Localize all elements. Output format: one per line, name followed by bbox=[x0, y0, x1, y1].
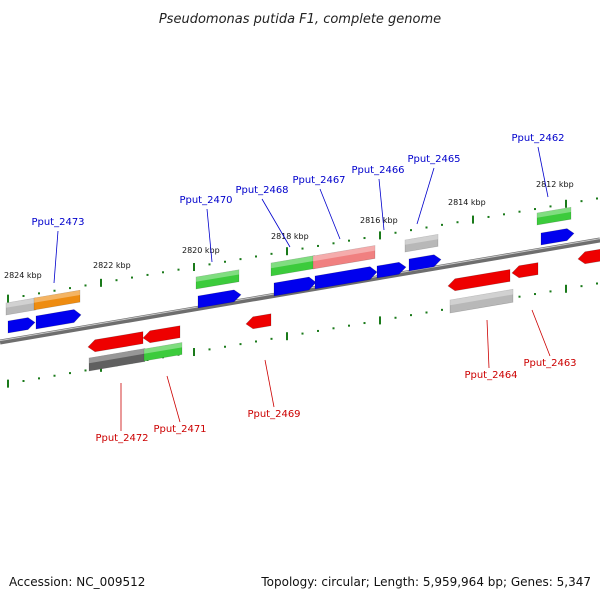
gene-arrow[interactable] bbox=[273, 276, 317, 297]
genome-title: Pseudomonas putida F1, complete genome bbox=[159, 12, 441, 27]
label-leader bbox=[378, 178, 385, 231]
gene-label-plus[interactable]: Pput_2467 bbox=[292, 175, 345, 186]
gene-feature-shine bbox=[196, 269, 239, 282]
gene-arrow[interactable] bbox=[408, 254, 442, 272]
gene-label-minus[interactable]: Pput_2472 bbox=[95, 433, 148, 444]
gene-arrow[interactable] bbox=[197, 289, 242, 309]
gene-feature-shine bbox=[89, 348, 145, 364]
gene-features bbox=[5, 206, 600, 372]
gene-label-minus[interactable]: Pput_2463 bbox=[523, 358, 576, 369]
label-leader bbox=[486, 319, 490, 369]
gene-feature-shine bbox=[34, 290, 80, 303]
scale-label: 2812 kbp bbox=[536, 180, 574, 189]
gene-label-minus[interactable]: Pput_2471 bbox=[153, 424, 206, 435]
label-leader bbox=[531, 309, 551, 357]
gene-arrow[interactable] bbox=[87, 331, 144, 353]
label-leader bbox=[416, 167, 435, 225]
gene-feature-shine bbox=[6, 297, 36, 308]
gene-feature-shine bbox=[271, 255, 315, 269]
gene-feature-shine bbox=[405, 234, 438, 245]
gene-arrow[interactable] bbox=[35, 309, 82, 330]
gene-arrow[interactable] bbox=[7, 317, 36, 334]
label-leader bbox=[53, 230, 59, 284]
gene-feature-bar[interactable] bbox=[312, 245, 376, 270]
scale-label: 2822 kbp bbox=[93, 261, 131, 270]
gene-label-minus[interactable]: Pput_2464 bbox=[464, 370, 517, 381]
label-leader bbox=[261, 198, 291, 248]
gene-feature-bar[interactable] bbox=[536, 206, 572, 226]
gene-label-plus[interactable]: Pput_2466 bbox=[351, 165, 404, 176]
gene-arrow[interactable] bbox=[447, 269, 511, 292]
scale-labels: 2824 kbp 2822 kbp 2820 kbp 2818 kbp 2816 kbp… bbox=[4, 180, 574, 280]
label-leader bbox=[166, 375, 181, 423]
gene-arrow[interactable] bbox=[245, 313, 272, 330]
topology-text: Topology: circular; Length: 5,959,964 bp… bbox=[260, 575, 591, 589]
scale-label: 2818 kbp bbox=[271, 232, 309, 241]
gene-feature-shine bbox=[313, 245, 375, 262]
gene-feature-bar[interactable] bbox=[33, 289, 81, 311]
scale-label: 2824 kbp bbox=[4, 271, 42, 280]
label-leader bbox=[206, 208, 213, 263]
gene-arrow[interactable] bbox=[540, 228, 575, 246]
label-leader bbox=[319, 188, 341, 240]
accession-text: Accession: NC_009512 bbox=[9, 575, 145, 589]
gene-arrow[interactable] bbox=[511, 262, 539, 279]
gene-label-plus[interactable]: Pput_2465 bbox=[407, 154, 460, 165]
gene-label-plus[interactable]: Pput_2473 bbox=[31, 217, 84, 228]
gene-label-plus[interactable]: Pput_2462 bbox=[511, 133, 564, 144]
label-leader bbox=[537, 146, 549, 198]
gene-arrow[interactable] bbox=[577, 248, 600, 265]
scale-label: 2814 kbp bbox=[448, 198, 486, 207]
gene-label-minus[interactable]: Pput_2469 bbox=[247, 409, 300, 420]
gene-feature-shine bbox=[450, 289, 513, 306]
gene-feature-bar[interactable] bbox=[143, 342, 183, 362]
gene-arrow[interactable] bbox=[314, 266, 378, 290]
scale-label: 2820 kbp bbox=[182, 246, 220, 255]
scale-label: 2816 kbp bbox=[360, 216, 398, 225]
label-leader bbox=[264, 359, 275, 408]
gene-feature-bar[interactable] bbox=[88, 348, 146, 372]
gene-label-leaders bbox=[53, 146, 551, 431]
gene-feature-shine bbox=[537, 207, 571, 218]
gene-label-plus[interactable]: Pput_2468 bbox=[235, 185, 288, 196]
gene-feature-shine bbox=[144, 342, 182, 354]
gene-label-plus[interactable]: Pput_2470 bbox=[179, 195, 232, 206]
gene-arrow[interactable] bbox=[142, 325, 181, 344]
gene-feature-bar[interactable] bbox=[404, 234, 439, 253]
gene-feature-bar[interactable] bbox=[449, 288, 514, 314]
scale-ruler-top bbox=[7, 197, 598, 303]
gene-arrow[interactable] bbox=[376, 261, 407, 279]
gene-feature-bar[interactable] bbox=[195, 269, 240, 290]
gene-feature-bar[interactable] bbox=[5, 297, 37, 316]
